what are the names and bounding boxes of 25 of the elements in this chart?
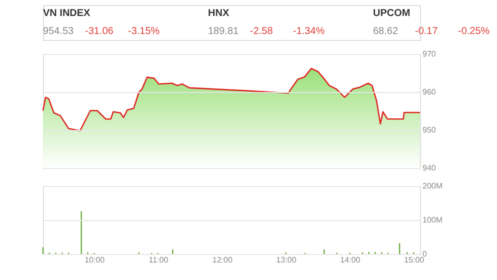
y-tick-label: 940 — [422, 164, 436, 172]
text: HNX — [208, 8, 230, 19]
text: -3.15% — [128, 26, 160, 37]
y-tick-label: 200M — [422, 182, 443, 190]
y-tick-label: 950 — [422, 126, 436, 134]
text: 189.81 — [208, 26, 240, 37]
x-tick-label: 11:00 — [148, 256, 169, 264]
x-tick-label: 14:00 — [340, 256, 361, 264]
y-tick-label: 100M — [422, 216, 443, 224]
y-tick-label: 970 — [422, 50, 436, 58]
x-tick-label: 12:00 — [212, 256, 233, 264]
x-tick-label: 10:00 — [84, 256, 106, 264]
text: -1.34% — [293, 26, 325, 37]
x-tick-label: 15:00 — [404, 256, 425, 264]
y-tick-label: 960 — [422, 88, 436, 96]
text: VN INDEX — [43, 8, 91, 19]
text: 954.53 — [43, 26, 74, 37]
text: UPCOM — [373, 8, 410, 19]
text: -0.25% — [458, 26, 490, 37]
text: 68.62 — [373, 26, 398, 37]
text: -0.17 — [415, 26, 438, 37]
text: -31.06 — [85, 26, 114, 37]
x-tick-label: 13:00 — [276, 256, 297, 264]
y-tick-label: 0 — [422, 250, 428, 258]
text: -2.58 — [250, 26, 274, 37]
